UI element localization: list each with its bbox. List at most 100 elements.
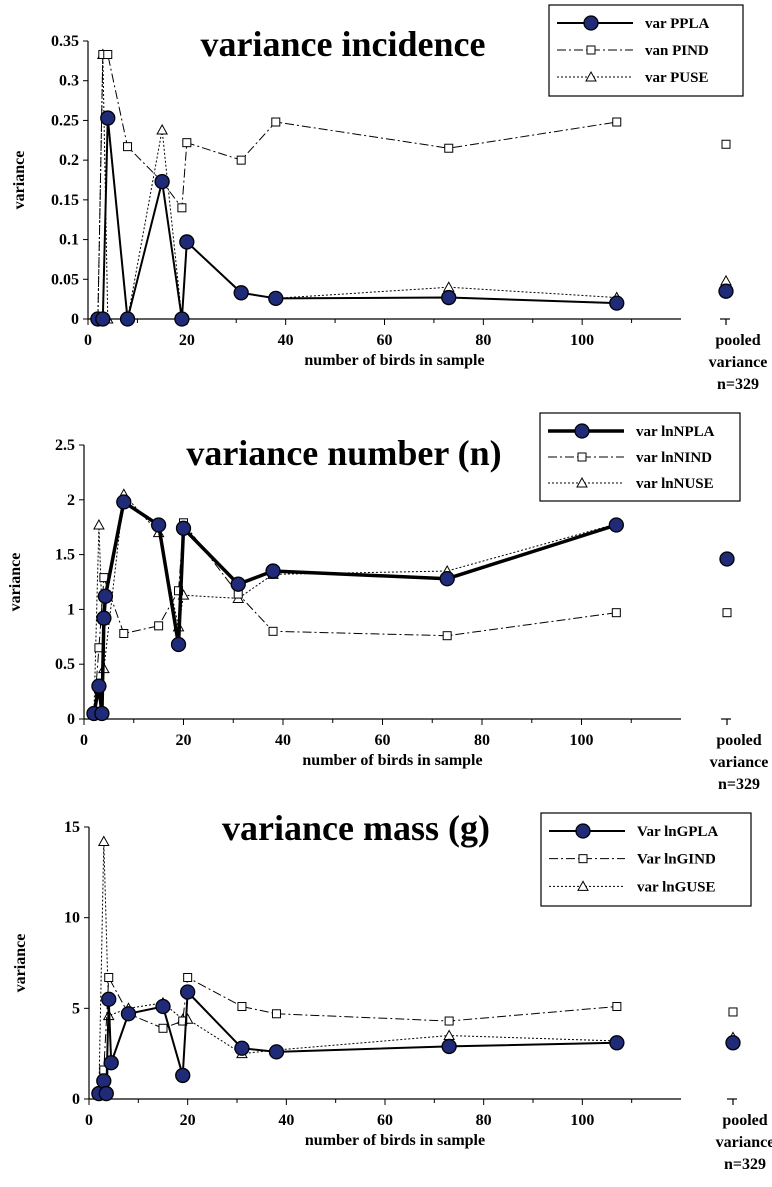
- x-tick-label: 0: [80, 732, 88, 749]
- pooled-label-line: n=329: [718, 776, 760, 793]
- data-point: [612, 1002, 622, 1012]
- pooled-point: [720, 274, 732, 286]
- data-point: [91, 678, 107, 694]
- legend-entry: van PIND: [645, 43, 709, 59]
- data-point: [177, 203, 187, 213]
- pooled-point: [722, 608, 732, 618]
- data-point: [175, 1067, 191, 1084]
- y-tick-label: 0.3: [59, 73, 79, 90]
- y-tick-label: 5: [72, 1000, 80, 1017]
- data-point: [120, 1006, 137, 1022]
- y-tick-label: 2.5: [55, 437, 75, 454]
- legend-marker: [586, 45, 596, 55]
- series-line: [97, 54, 617, 320]
- data-point: [174, 311, 190, 327]
- data-point: [609, 1035, 625, 1051]
- data-point: [123, 142, 133, 152]
- series-line: [92, 499, 617, 714]
- legend-entry: var PPLA: [645, 16, 709, 32]
- y-tick-label: 0.5: [55, 656, 75, 673]
- y-tick-label: 1.5: [55, 547, 75, 564]
- pooled-label-line: n=329: [717, 376, 759, 393]
- legend: Var lnGPLA Var lnGIND var lnGUSE: [540, 812, 752, 907]
- data-point: [230, 576, 246, 592]
- legend-entry: var lnNUSE: [636, 476, 714, 492]
- x-axis-label: number of birds in sample: [302, 752, 482, 769]
- y-axis-label: variance: [11, 151, 28, 210]
- data-point: [96, 1073, 112, 1089]
- chart-title: variance incidence: [201, 24, 486, 64]
- data-point: [101, 991, 117, 1007]
- x-tick-label: 60: [375, 732, 391, 749]
- data-point: [183, 973, 193, 983]
- data-point: [158, 1023, 168, 1033]
- legend-marker: [583, 15, 599, 31]
- data-point: [442, 281, 455, 292]
- y-tick-label: 10: [64, 910, 80, 927]
- legend-entry: var lnNPLA: [636, 424, 715, 440]
- y-tick-label: 0.25: [51, 112, 79, 129]
- x-tick-label: 40: [278, 1112, 294, 1129]
- x-tick-label: 100: [570, 732, 594, 749]
- data-point: [444, 143, 454, 153]
- pooled-point: [725, 1035, 741, 1051]
- chart-panel-2: 0 0.5 1 1.5 2 2.5 0 20 40 60 80 100 number of birds …: [7, 412, 769, 793]
- legend-entry: Var lnGIND: [637, 852, 716, 868]
- data-point: [97, 835, 110, 847]
- legend-marker: [575, 823, 591, 839]
- data-point: [99, 573, 109, 583]
- data-point: [93, 518, 105, 530]
- data-point: [98, 1085, 114, 1102]
- pooled-label-line: variance: [709, 354, 768, 371]
- pooled-label-line: variance: [716, 1134, 772, 1151]
- pooled-label-line: n=329: [724, 1156, 766, 1173]
- x-tick-label: 80: [474, 732, 490, 749]
- x-tick-label: 40: [278, 332, 294, 349]
- data-point: [96, 610, 112, 626]
- series-var-lngpla: [91, 984, 741, 1102]
- legend: var PPLA van PIND var PUSE: [548, 4, 744, 97]
- data-point: [119, 311, 136, 327]
- y-tick-label: 0.2: [59, 152, 79, 169]
- data-point: [116, 494, 132, 510]
- data-point: [180, 984, 196, 1000]
- data-point: [439, 571, 455, 587]
- x-tick-label: 80: [476, 1112, 492, 1129]
- x-tick-label: 20: [176, 732, 192, 749]
- legend-marker: [577, 880, 589, 891]
- legend-entry: Var lnGPLA: [637, 824, 718, 840]
- legend-entry: var PUSE: [645, 70, 708, 86]
- y-tick-label: 0.35: [51, 33, 79, 50]
- data-point: [154, 621, 164, 631]
- pooled-point: [721, 139, 731, 149]
- legend: var lnNPLA var lnNIND var lnNUSE: [539, 412, 741, 502]
- chart-title: variance number (n): [186, 433, 501, 473]
- data-point: [119, 629, 129, 639]
- legend-marker: [574, 423, 590, 439]
- y-tick-label: 0: [71, 311, 79, 328]
- data-point: [608, 517, 624, 533]
- chart-title: variance mass (g): [222, 808, 490, 848]
- x-tick-label: 100: [570, 1112, 594, 1129]
- data-point: [268, 290, 284, 306]
- legend-marker: [577, 452, 587, 462]
- data-point: [443, 1029, 455, 1041]
- x-axis-label: number of birds in sample: [305, 1132, 485, 1149]
- x-tick-label: 20: [179, 332, 195, 349]
- data-point: [100, 110, 116, 126]
- data-point: [233, 285, 249, 301]
- chart-panel-3: 0 5 10 15 0 20 40 60 80 100 number of birds in sam…: [12, 808, 772, 1173]
- data-point: [104, 973, 114, 983]
- data-point: [154, 173, 170, 190]
- x-tick-label: 20: [180, 1112, 196, 1129]
- data-point: [95, 311, 111, 327]
- y-axis-label: variance: [12, 934, 29, 993]
- pooled-label-line: variance: [710, 754, 769, 771]
- legend-entry: var lnGUSE: [637, 879, 716, 895]
- data-point: [268, 1044, 285, 1060]
- chart-panel-1: 0 0.05 0.1 0.15 0.2 0.25 0.3 0.35 0 20 40 60 80 100 nu…: [11, 4, 768, 393]
- pooled-point: [719, 551, 735, 567]
- data-point: [611, 608, 621, 618]
- pooled-label-line: pooled: [715, 332, 760, 349]
